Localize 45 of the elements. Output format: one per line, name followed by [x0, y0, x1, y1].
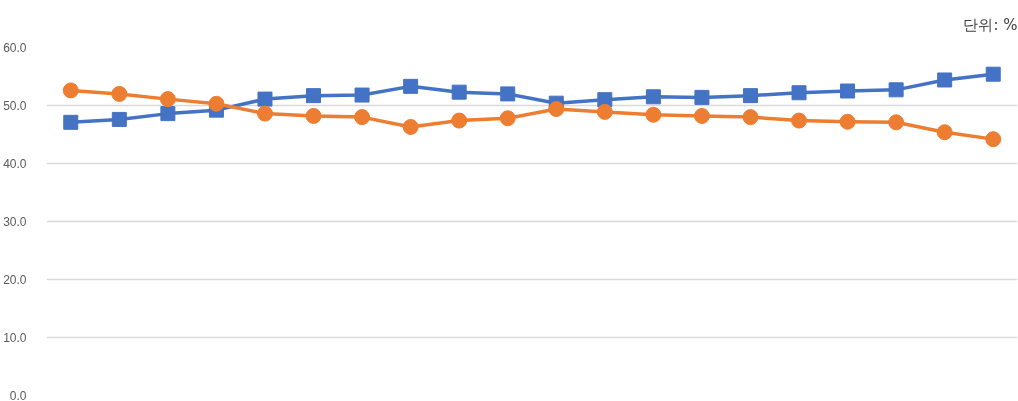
y-tick-label: 20.0	[3, 273, 27, 287]
y-tick-label: 0.0	[9, 389, 27, 401]
point	[694, 89, 710, 105]
point	[451, 112, 468, 129]
point	[888, 114, 905, 131]
point	[985, 66, 1001, 82]
point	[937, 72, 953, 88]
point	[305, 107, 322, 124]
y-tick-label: 30.0	[3, 215, 27, 229]
y-tick-label: 10.0	[3, 331, 27, 345]
point	[645, 106, 662, 123]
point	[402, 118, 419, 135]
point	[160, 106, 176, 122]
point	[208, 95, 225, 112]
point	[159, 91, 176, 108]
point	[257, 91, 273, 107]
point	[596, 103, 613, 120]
point	[500, 86, 516, 102]
text: 단위: %	[963, 16, 1018, 34]
point	[839, 113, 856, 130]
point	[499, 110, 516, 127]
point	[62, 82, 79, 99]
point	[306, 88, 322, 104]
point	[985, 131, 1002, 148]
point	[791, 85, 807, 101]
y-tick-label: 40.0	[3, 157, 27, 171]
point	[354, 87, 370, 103]
point	[693, 107, 710, 124]
point	[256, 105, 273, 122]
point	[63, 114, 79, 130]
point	[742, 109, 759, 126]
y-tick-label: 50.0	[3, 99, 27, 113]
point	[645, 89, 661, 105]
point	[548, 100, 565, 117]
point	[111, 111, 127, 127]
point	[936, 124, 953, 141]
point	[791, 112, 808, 129]
point	[111, 85, 128, 102]
point	[742, 88, 758, 104]
point	[451, 84, 467, 100]
point	[888, 82, 904, 98]
y-tick-label: 60.0	[3, 41, 27, 55]
point	[840, 83, 856, 99]
point	[354, 109, 371, 126]
point	[403, 78, 419, 94]
